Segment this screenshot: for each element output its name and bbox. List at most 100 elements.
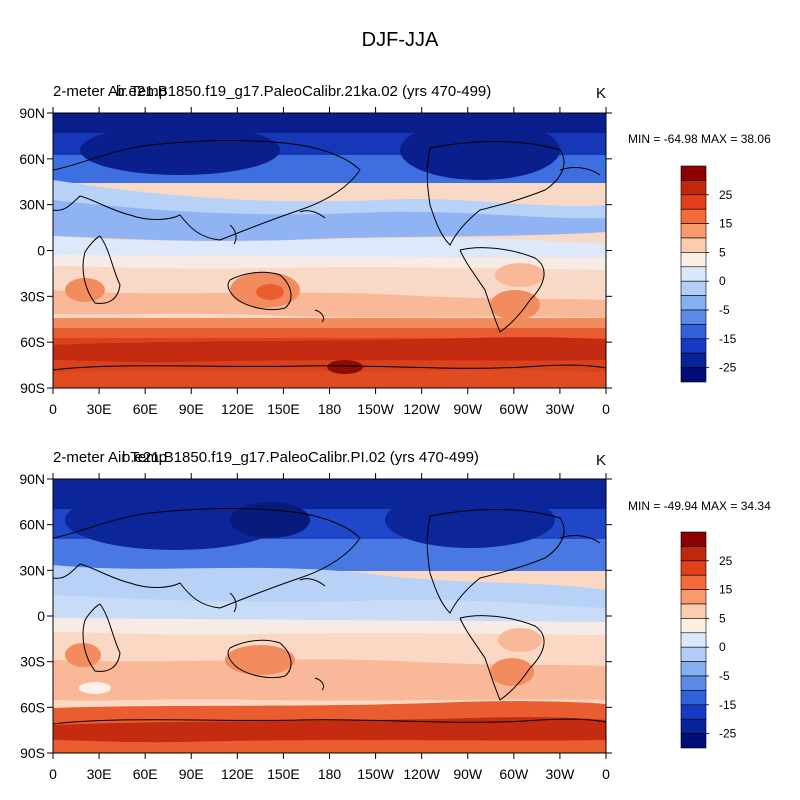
- colorbar-label: 5: [719, 245, 726, 259]
- lon-tick-label: 30E: [87, 401, 112, 417]
- lon-tick-label: 90W: [453, 766, 483, 782]
- map-panel-21ka: 2-meter Air Temp b.e21.B1850.f19_g17.Pal…: [19, 83, 771, 417]
- colorbar-swatch: [680, 237, 707, 253]
- colorbar-label: 0: [719, 274, 726, 288]
- colorbar-swatch: [680, 223, 707, 239]
- lat-tick-label: 60N: [19, 517, 45, 533]
- colorbar-label: 0: [719, 640, 726, 654]
- colorbar-swatch: [680, 266, 707, 282]
- lat-tick-label: 60N: [19, 151, 45, 167]
- lat-tick-label: 60S: [20, 334, 45, 350]
- map-panel-pi: 2-meter Air Temp b.e21.B1850.f19_g17.Pal…: [19, 449, 771, 782]
- lat-tick-label: 30N: [19, 197, 45, 213]
- colorbar-swatch: [680, 165, 707, 181]
- colorbar-swatch: [680, 560, 707, 576]
- lon-tick-label: 0: [602, 401, 610, 417]
- lon-tick-label: 90W: [453, 401, 483, 417]
- colorbar: 25 15 5 0 -5 -15 -25: [680, 165, 737, 383]
- lon-tick-label: 30W: [546, 766, 576, 782]
- colorbar-label: 5: [719, 611, 726, 625]
- colorbar-swatch: [680, 194, 707, 210]
- lon-tick-label: 180: [318, 401, 342, 417]
- colorbar-label: -25: [719, 361, 737, 375]
- lat-tick-label: 0: [37, 243, 45, 259]
- lon-axis: 0 30E 60E 90E 120E 150E 180 150W 120W 90W 60W 30W 0: [49, 473, 610, 782]
- lon-tick-label: 150E: [267, 766, 300, 782]
- lon-tick-label: 30E: [87, 766, 112, 782]
- colorbar-swatch: [680, 675, 707, 691]
- colorbar-swatch: [680, 618, 707, 634]
- lon-tick-label: 60E: [133, 766, 158, 782]
- colorbar-swatch: [680, 646, 707, 662]
- colorbar-swatch: [680, 309, 707, 325]
- temperature-field: [53, 113, 606, 388]
- panel-units: K: [596, 452, 606, 469]
- colorbar-swatch: [680, 718, 707, 734]
- colorbar-swatch: [680, 352, 707, 368]
- lon-tick-label: 150W: [357, 401, 394, 417]
- coastlines: [53, 507, 606, 725]
- lon-tick-label: 90E: [179, 766, 204, 782]
- minmax-label: MIN = -64.98 MAX = 38.06: [628, 132, 771, 146]
- lat-tick-label: 90S: [20, 745, 45, 761]
- colorbar-label: -25: [719, 727, 737, 741]
- colorbar-swatch: [680, 208, 707, 224]
- colorbar-swatch: [680, 574, 707, 590]
- lon-tick-label: 30W: [546, 401, 576, 417]
- temperature-field: [53, 479, 606, 753]
- minmax-label: MIN = -49.94 MAX = 34.34: [628, 499, 771, 513]
- colorbar-label: -15: [719, 698, 737, 712]
- figure-title: DJF-JJA: [362, 29, 439, 51]
- lon-tick-label: 150W: [357, 766, 394, 782]
- lon-tick-label: 120E: [221, 766, 254, 782]
- colorbar-label: -5: [719, 303, 730, 317]
- colorbar-swatch: [680, 295, 707, 311]
- colorbar-swatch: [680, 252, 707, 268]
- colorbar-swatch: [680, 531, 707, 547]
- lon-tick-label: 60W: [499, 766, 529, 782]
- colorbar-label: -5: [719, 669, 730, 683]
- lat-axis: 90N 60N 30N 0 30S 60S 90S: [19, 471, 612, 761]
- colorbar-label: 15: [719, 217, 733, 231]
- coastlines: [53, 139, 606, 371]
- colorbar-label: 25: [719, 554, 733, 568]
- lon-tick-label: 60W: [499, 401, 529, 417]
- lon-tick-label: 90E: [179, 401, 204, 417]
- panel-left-title: 2-meter Air Temp: [53, 83, 167, 100]
- colorbar: 25 15 5 0 -5 -15 -25: [680, 531, 737, 749]
- colorbar-swatch: [680, 367, 707, 383]
- lon-tick-label: 0: [602, 766, 610, 782]
- colorbar-swatch: [680, 704, 707, 720]
- lon-tick-label: 0: [49, 766, 57, 782]
- lon-tick-label: 180: [318, 766, 342, 782]
- lon-axis: 0 30E 60E 90E 120E 150E 180 150W 120W 90W 60W 30W 0: [49, 107, 610, 417]
- lat-tick-label: 0: [37, 608, 45, 624]
- lon-tick-label: 60E: [133, 401, 158, 417]
- colorbar-swatch: [680, 661, 707, 677]
- colorbar-swatch: [680, 690, 707, 706]
- panel-center-title: b.e21.B1850.f19_g17.PaleoCalibr.PI.02 (y…: [122, 449, 479, 466]
- lon-tick-label: 120W: [403, 401, 440, 417]
- lat-tick-label: 60S: [20, 699, 45, 715]
- colorbar-swatch: [680, 324, 707, 340]
- colorbar-swatch: [680, 733, 707, 749]
- lon-tick-label: 0: [49, 401, 57, 417]
- lon-tick-label: 120W: [403, 766, 440, 782]
- lat-tick-label: 90N: [19, 105, 45, 121]
- colorbar-label: -15: [719, 332, 737, 346]
- colorbar-label: 25: [719, 188, 733, 202]
- panel-left-title: 2-meter Air Temp: [53, 449, 167, 466]
- lat-tick-label: 90N: [19, 471, 45, 487]
- panel-units: K: [596, 85, 606, 102]
- lon-tick-label: 120E: [221, 401, 254, 417]
- colorbar-swatch: [680, 546, 707, 562]
- lat-tick-label: 30S: [20, 654, 45, 670]
- lat-tick-label: 30S: [20, 288, 45, 304]
- colorbar-swatch: [680, 603, 707, 619]
- lat-axis: 90N 60N 30N 0 30S 60S 90S: [19, 105, 612, 396]
- colorbar-swatch: [680, 632, 707, 648]
- colorbar-swatch: [680, 338, 707, 354]
- lat-tick-label: 90S: [20, 380, 45, 396]
- lon-tick-label: 150E: [267, 401, 300, 417]
